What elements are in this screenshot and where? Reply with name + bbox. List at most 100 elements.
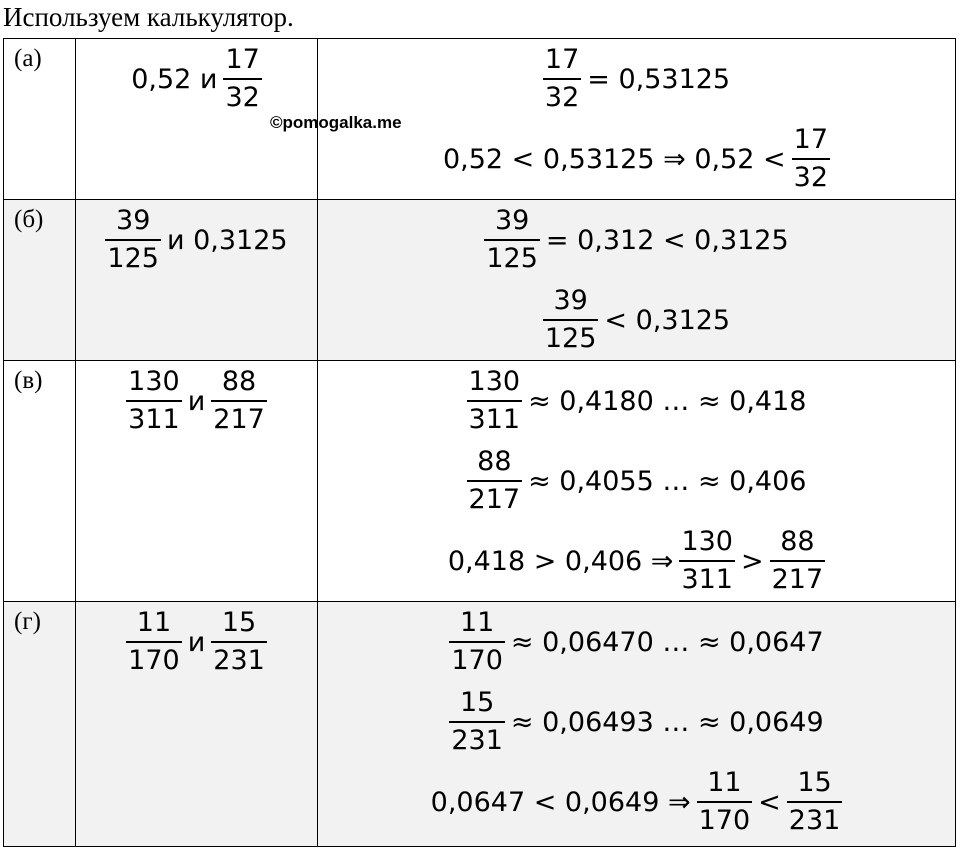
numerator: 88 bbox=[477, 446, 512, 477]
math-text: < 0,3125 bbox=[604, 304, 731, 336]
solution-cell: 39 125 = 0,312 < 0,3125 39 125 < 0,3125 bbox=[317, 199, 956, 361]
table: (а) 0,52 и 17 32 17 32 = 0,53125 0,52 < 0,53125… bbox=[3, 38, 956, 847]
math-text: 0,418 > 0,406 ⇒ bbox=[447, 545, 674, 577]
solution-line: 17 32 = 0,53125 bbox=[318, 39, 955, 119]
row-label: (г) bbox=[3, 601, 76, 847]
fraction: 39 125 bbox=[105, 203, 161, 277]
row-label: (в) bbox=[3, 360, 76, 602]
denominator: 170 bbox=[696, 801, 753, 839]
math-text: и bbox=[187, 626, 206, 658]
fraction: 130 311 bbox=[679, 524, 735, 598]
math-text: > bbox=[740, 545, 764, 577]
table-row: (б) 39 125 и 0,3125 39 125 = 0,312 < 0,3125 39 1… bbox=[3, 199, 956, 361]
numerator: 11 bbox=[136, 607, 172, 638]
numerator: 39 bbox=[553, 285, 588, 316]
pair: 11 170 и 15 231 bbox=[76, 602, 317, 682]
numerator: 15 bbox=[221, 607, 257, 638]
fraction: 17 32 bbox=[542, 42, 582, 116]
numerator: 15 bbox=[459, 687, 495, 718]
fraction: 130 311 bbox=[126, 364, 182, 438]
solution-line: 39 125 < 0,3125 bbox=[318, 280, 955, 360]
solution-line: 0,418 > 0,406 ⇒ 130 311 >88 217 bbox=[318, 521, 955, 601]
solution-cell: 11 170 ≈ 0,06470 … ≈ 0,0647 15 231 ≈ 0,06493 … bbox=[317, 601, 956, 847]
table-row: (г) 11 170 и 15 231 11 170 ≈ 0,06470 … ≈ 0,0647 1… bbox=[3, 601, 956, 847]
solution-line: 88 217 ≈ 0,4055 … ≈ 0,406 bbox=[318, 441, 955, 521]
math-text: ≈ 0,4180 … ≈ 0,418 bbox=[528, 385, 807, 417]
watermark: ©pomogalka.me bbox=[270, 113, 402, 132]
fraction: 11 170 bbox=[449, 605, 505, 679]
denominator: 217 bbox=[211, 400, 267, 438]
fraction: 11 170 bbox=[696, 765, 753, 839]
math-text: = 0,53125 bbox=[587, 63, 731, 95]
math-text: ≈ 0,06493 … ≈ 0,0649 bbox=[510, 706, 824, 738]
math-text: и 0,3125 bbox=[166, 224, 288, 256]
solution-line: 39 125 = 0,312 < 0,3125 bbox=[318, 200, 955, 280]
pair-cell: 39 125 и 0,3125 bbox=[75, 199, 318, 361]
math-text: и bbox=[187, 385, 206, 417]
denominator: 217 bbox=[769, 560, 826, 598]
fraction: 17 32 bbox=[223, 42, 262, 116]
row-label: (б) bbox=[3, 199, 76, 361]
table-row: (а) 0,52 и 17 32 17 32 = 0,53125 0,52 < 0,53125… bbox=[3, 38, 956, 200]
solution-cell: 130 311 ≈ 0,4180 … ≈ 0,418 88 217 ≈ 0,4055 … … bbox=[317, 360, 956, 602]
table-row: (в) 130 311 и 88 217 130 311 ≈ 0,4180 … ≈ 0,418 8… bbox=[3, 360, 956, 602]
pair-cell: 130 311 и 88 217 bbox=[75, 360, 318, 602]
numerator: 130 bbox=[681, 526, 733, 557]
solution-cell: 17 32 = 0,53125 0,52 < 0,53125 ⇒ 0,52 <17 32 bbox=[317, 38, 956, 200]
numerator: 39 bbox=[494, 205, 530, 236]
denominator: 231 bbox=[211, 641, 267, 679]
denominator: 125 bbox=[484, 239, 540, 277]
pair-cell: 11 170 и 15 231 bbox=[75, 601, 318, 847]
denominator: 32 bbox=[791, 158, 831, 196]
math-text: = 0,312 < 0,3125 bbox=[545, 224, 789, 256]
math-text: ≈ 0,06470 … ≈ 0,0647 bbox=[510, 626, 824, 658]
math-text: 0,0647 < 0,0649 ⇒ bbox=[430, 786, 691, 818]
numerator: 17 bbox=[225, 44, 260, 75]
math-text: ≈ 0,4055 … ≈ 0,406 bbox=[528, 465, 807, 497]
fraction: 88 217 bbox=[466, 444, 523, 518]
fraction: 15 231 bbox=[449, 685, 505, 759]
denominator: 311 bbox=[466, 400, 523, 438]
numerator: 17 bbox=[793, 124, 829, 155]
math-text: 0,52 < 0,53125 ⇒ 0,52 < bbox=[442, 143, 786, 175]
denominator: 311 bbox=[679, 560, 735, 598]
numerator: 11 bbox=[707, 767, 742, 798]
pair: 130 311 и 88 217 bbox=[76, 361, 317, 441]
numerator: 130 bbox=[128, 366, 180, 397]
fraction: 39 125 bbox=[542, 283, 599, 357]
row-label: (а) bbox=[3, 38, 76, 200]
fraction: 15 231 bbox=[786, 765, 843, 839]
fraction: 130 311 bbox=[466, 364, 523, 438]
numerator: 15 bbox=[797, 767, 832, 798]
denominator: 170 bbox=[126, 641, 182, 679]
fraction: 39 125 bbox=[484, 203, 540, 277]
numerator: 88 bbox=[221, 366, 257, 397]
solution-line: 0,0647 < 0,0649 ⇒ 11 170 <15 231 bbox=[318, 762, 955, 842]
denominator: 125 bbox=[105, 239, 161, 277]
solution-line: 11 170 ≈ 0,06470 … ≈ 0,0647 bbox=[318, 602, 955, 682]
numerator: 130 bbox=[468, 366, 521, 397]
fraction: 17 32 bbox=[791, 122, 831, 196]
solution-line: 130 311 ≈ 0,4180 … ≈ 0,418 bbox=[318, 361, 955, 441]
pair: 39 125 и 0,3125 bbox=[76, 200, 317, 280]
title: Используем калькулятор. bbox=[3, 2, 294, 32]
pair: 0,52 и 17 32 bbox=[76, 39, 317, 119]
denominator: 32 bbox=[223, 78, 262, 116]
denominator: 170 bbox=[449, 641, 505, 679]
denominator: 231 bbox=[449, 721, 505, 759]
math-text: 0,52 и bbox=[131, 63, 218, 95]
denominator: 231 bbox=[786, 801, 843, 839]
numerator: 11 bbox=[459, 607, 495, 638]
numerator: 88 bbox=[780, 526, 815, 557]
denominator: 32 bbox=[542, 78, 582, 116]
solution-line: 0,52 < 0,53125 ⇒ 0,52 <17 32 bbox=[318, 119, 955, 199]
fraction: 88 217 bbox=[211, 364, 267, 438]
numerator: 17 bbox=[544, 44, 580, 75]
denominator: 217 bbox=[466, 480, 523, 518]
numerator: 39 bbox=[116, 205, 151, 236]
math-text: < bbox=[758, 786, 781, 818]
pair-cell: 0,52 и 17 32 bbox=[75, 38, 318, 200]
denominator: 311 bbox=[126, 400, 182, 438]
solution-line: 15 231 ≈ 0,06493 … ≈ 0,0649 bbox=[318, 682, 955, 762]
